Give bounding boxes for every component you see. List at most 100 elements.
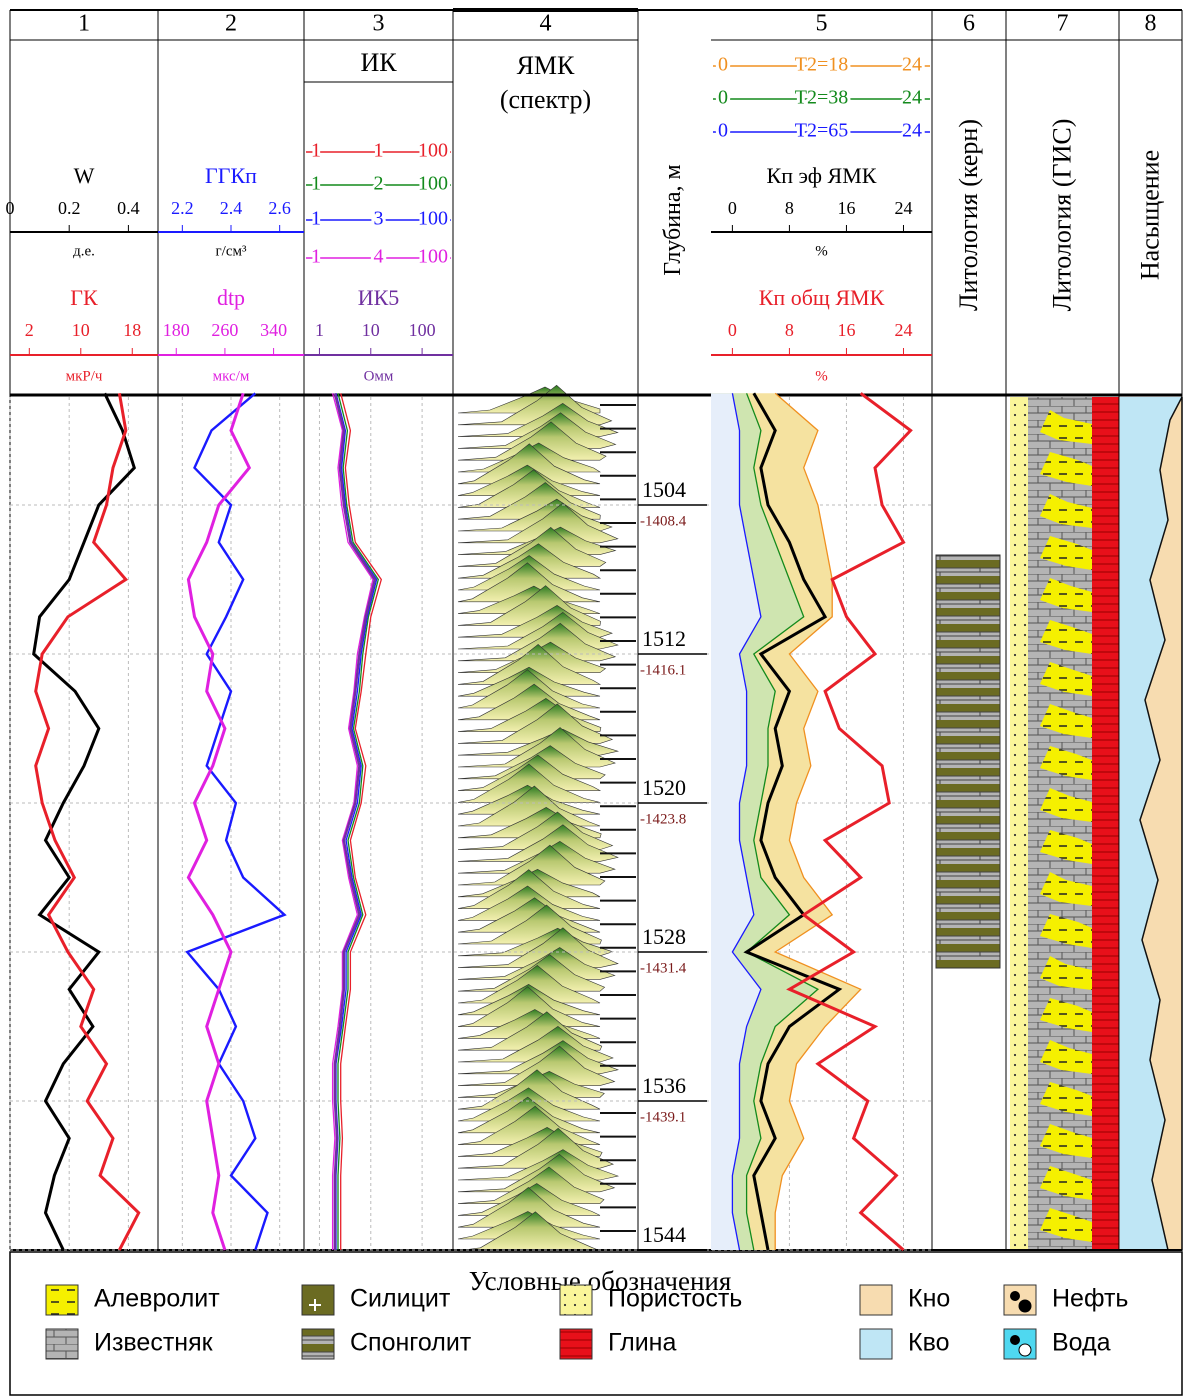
curve-unit: мкР/ч bbox=[66, 368, 103, 384]
tick-label: 10 bbox=[72, 320, 90, 340]
tick-label: 24 bbox=[894, 198, 912, 218]
curve-name: ИК5 bbox=[358, 285, 400, 310]
legend-label: Силицит bbox=[350, 1285, 451, 1313]
legend-label: Пористость bbox=[608, 1285, 742, 1313]
range-curve bbox=[331, 393, 374, 1250]
legend-icon-dot bbox=[1018, 1343, 1032, 1357]
range-label: 24 bbox=[902, 120, 922, 142]
curve-unit: Омм bbox=[364, 368, 394, 384]
silt-decor bbox=[1040, 620, 1092, 654]
track-number: 3 bbox=[373, 11, 385, 37]
legend-icon bbox=[859, 1328, 893, 1360]
track-title: ИК bbox=[360, 48, 397, 77]
tvd-label: -1416.1 bbox=[640, 662, 686, 678]
log-curve bbox=[32, 392, 136, 1251]
range-label: 1 bbox=[374, 140, 384, 162]
silt-decor bbox=[1040, 914, 1092, 948]
oil-saturation bbox=[1139, 396, 1183, 1251]
legend-box bbox=[9, 1251, 1183, 1396]
tick-label: 0 bbox=[728, 320, 737, 340]
silt-decor bbox=[1040, 494, 1092, 528]
spectrum-decor bbox=[457, 421, 607, 461]
legend-label: Глина bbox=[608, 1329, 676, 1357]
range-label: 0 bbox=[718, 54, 728, 76]
spectrum-decor bbox=[457, 763, 601, 803]
curve-unit: мкс/м bbox=[213, 368, 250, 384]
track-title: Насыщение bbox=[1135, 150, 1164, 280]
silt-decor bbox=[1040, 1166, 1092, 1200]
spectrum-decor bbox=[457, 527, 607, 567]
spectrum-decor bbox=[457, 502, 619, 544]
spectrum-decor bbox=[457, 443, 601, 485]
log-curve bbox=[34, 393, 141, 1251]
silt-decor bbox=[1040, 830, 1092, 864]
range-label: T2=18 bbox=[795, 54, 849, 76]
tick-label: 1 bbox=[315, 320, 324, 340]
tick-label: 8 bbox=[785, 320, 794, 340]
tvd-label: -1431.4 bbox=[640, 960, 687, 976]
range-label: 100 bbox=[418, 246, 448, 268]
legend-icon bbox=[859, 1284, 893, 1316]
curve-name: ГГКп bbox=[205, 163, 257, 188]
legend-icon bbox=[1003, 1328, 1037, 1360]
tick-label: 2 bbox=[25, 320, 34, 340]
legend-icon-dot bbox=[1010, 1335, 1020, 1345]
log-curve bbox=[743, 392, 843, 1251]
range-label: 1 bbox=[311, 140, 321, 162]
legend-icon bbox=[45, 1328, 79, 1360]
legend-label: Вода bbox=[1052, 1329, 1111, 1357]
track-title: (спектр) bbox=[500, 85, 591, 114]
spectrum-decor bbox=[457, 622, 617, 662]
spectrum-decor bbox=[457, 844, 606, 886]
range-label: 4 bbox=[374, 246, 384, 268]
spectrum-decor bbox=[457, 1166, 605, 1204]
depth-label: 1536 bbox=[642, 1073, 686, 1098]
track-number: 7 bbox=[1057, 11, 1069, 37]
tick-label: 2.4 bbox=[220, 198, 243, 218]
legend-label: Кно bbox=[908, 1285, 950, 1313]
curve-name: ГК bbox=[70, 285, 98, 310]
range-curve bbox=[337, 393, 380, 1250]
spectrum-decor bbox=[457, 785, 601, 827]
legend-icon bbox=[301, 1328, 335, 1360]
track-number: 4 bbox=[540, 11, 552, 37]
legend-icon-dot bbox=[1018, 1299, 1032, 1313]
clay-column bbox=[1092, 397, 1119, 1250]
tick-label: 0.4 bbox=[117, 198, 140, 218]
core-lithology bbox=[935, 554, 1001, 969]
range-fill bbox=[711, 393, 761, 1250]
curve-unit: г/см³ bbox=[216, 243, 247, 259]
tick-label: 0 bbox=[728, 198, 737, 218]
curve-name: W bbox=[74, 163, 95, 188]
range-label: 100 bbox=[418, 208, 448, 230]
track-title: ЯМК bbox=[517, 51, 575, 80]
log-curve bbox=[186, 392, 252, 1251]
log-curve bbox=[333, 393, 377, 1250]
tick-label: 260 bbox=[211, 320, 238, 340]
spectrum-decor bbox=[457, 1186, 601, 1228]
legend-label: Известняк bbox=[94, 1329, 214, 1357]
legend-label: Спонголит bbox=[350, 1329, 472, 1357]
range-curve bbox=[731, 393, 762, 1251]
spectrum-decor bbox=[457, 644, 602, 685]
legend-icon bbox=[559, 1328, 593, 1360]
silt-decor bbox=[1040, 788, 1092, 822]
silt-decor bbox=[1040, 704, 1092, 738]
depth-title: Глубина, м bbox=[660, 164, 686, 275]
curve-name: Кп общ ЯМК bbox=[759, 285, 885, 310]
legend-label: Алевролит bbox=[94, 1285, 220, 1313]
tick-label: 16 bbox=[837, 198, 855, 218]
legend-icon bbox=[559, 1284, 593, 1316]
tick-label: 8 bbox=[785, 198, 794, 218]
track-number: 6 bbox=[963, 11, 975, 37]
track-title: Литология (ГИС) bbox=[1047, 119, 1076, 312]
log-curve bbox=[185, 392, 287, 1251]
tvd-label: -1423.8 bbox=[640, 811, 686, 827]
range-label: 1 bbox=[311, 208, 321, 230]
curve-unit: % bbox=[815, 243, 828, 259]
track-number: 5 bbox=[816, 11, 828, 37]
spectrum-decor bbox=[457, 927, 619, 968]
track-number: 2 bbox=[225, 11, 237, 37]
